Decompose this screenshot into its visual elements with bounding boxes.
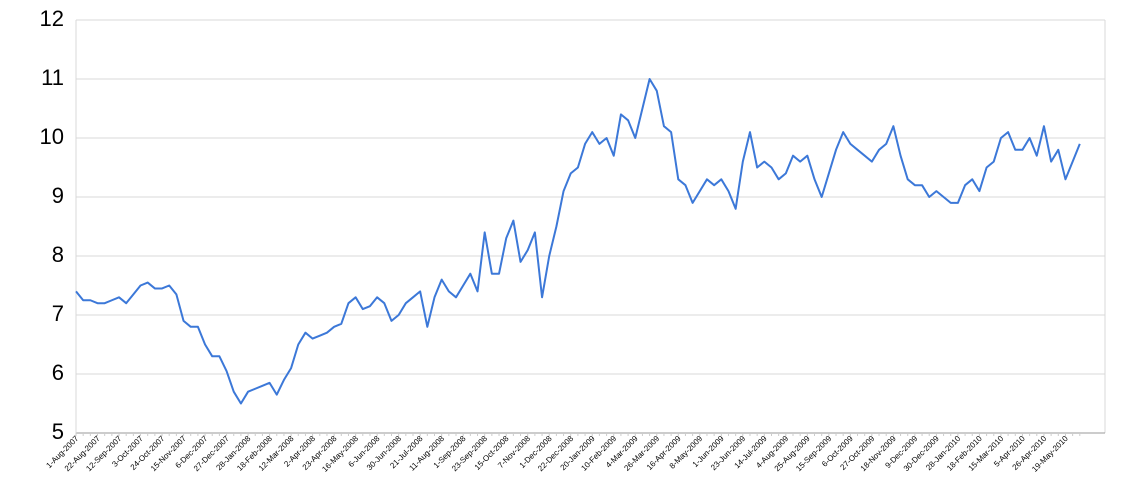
y-tick-label: 11	[41, 65, 64, 90]
line-series	[75, 78, 1081, 405]
y-tick-label: 9	[52, 183, 64, 208]
y-tick-label: 8	[52, 242, 64, 267]
y-tick-label: 10	[40, 124, 64, 149]
y-tick-label: 7	[52, 301, 64, 326]
y-tick-label: 12	[40, 6, 64, 31]
y-tick-label: 5	[52, 419, 64, 444]
y-tick-label: 6	[52, 360, 64, 385]
